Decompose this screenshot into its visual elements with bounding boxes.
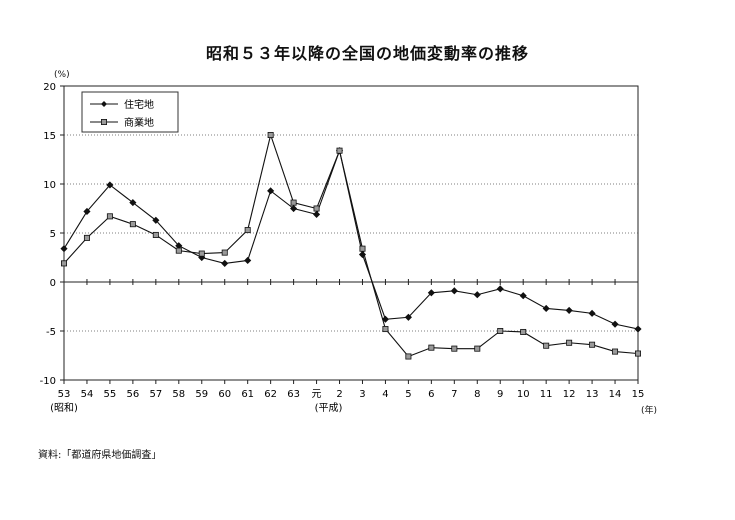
data-point-commercial [244,227,251,234]
data-point-commercial [612,348,619,355]
y-tick-label: 10 [43,180,56,191]
data-point-housing [611,320,619,328]
y-axis-unit: (%) [54,70,70,80]
x-tick-label: 62 [264,389,277,400]
data-point-commercial [405,353,412,360]
x-tick-label: 7 [451,389,457,400]
x-tick-label: 11 [540,389,553,400]
data-point-commercial [451,345,458,352]
data-point-commercial [382,326,389,333]
data-point-commercial [106,213,113,220]
data-point-housing [519,292,527,300]
data-point-commercial [497,327,504,334]
data-point-housing [244,256,252,265]
x-tick-label: 58 [172,389,185,400]
x-tick-label: 60 [218,389,231,400]
data-point-commercial [520,328,527,335]
data-point-commercial [566,339,573,346]
y-tick-label: 0 [50,278,56,289]
data-point-commercial [267,131,274,138]
data-point-commercial [635,350,642,357]
data-point-housing [496,285,504,293]
data-point-housing [129,199,137,207]
data-point-commercial [175,247,182,254]
data-point-commercial [61,260,68,267]
data-point-commercial [474,345,481,352]
data-point-housing [221,259,229,267]
y-tick-label: 15 [43,131,56,142]
data-point-housing [588,309,596,317]
y-tick-label: 5 [50,229,56,240]
legend-label: 住宅地 [124,98,154,111]
x-tick-label: 61 [241,389,254,400]
x-tick-label: 53 [58,389,71,400]
data-point-housing [427,289,435,297]
data-point-commercial [336,147,343,154]
x-tick-label: 元 [312,389,322,400]
x-tick-label: 2 [336,389,342,400]
x-tick-label: 57 [149,389,162,400]
data-point-commercial [313,205,320,212]
era-label-heisei: (平成) [315,402,343,414]
data-point-commercial [83,234,90,241]
x-tick-label: 13 [586,389,599,400]
data-point-commercial [152,231,159,238]
y-tick-label: -5 [46,327,56,338]
series-line-1 [63,148,639,330]
data-point-housing [106,181,114,189]
era-label-showa: (昭和) [50,402,78,414]
x-tick-label: 6 [428,389,434,400]
x-tick-label: 59 [195,389,208,400]
data-point-housing [60,245,68,253]
data-point-commercial [359,245,366,252]
legend-box [81,91,179,133]
data-point-housing [634,325,642,333]
x-tick-label: 63 [287,389,300,400]
data-point-commercial [290,199,297,206]
data-point-housing [404,313,412,321]
legend-label: 商業地 [124,116,154,129]
data-point-housing [83,207,91,216]
x-axis-unit: (年) [641,406,658,416]
x-tick-label: 8 [474,389,480,400]
x-tick-label: 56 [127,389,140,400]
x-tick-label: 55 [104,389,117,400]
y-tick-label: -10 [40,376,56,387]
data-point-commercial [589,341,596,348]
data-point-housing [450,287,458,295]
x-tick-label: 12 [563,389,576,400]
legend-marker-square [101,119,108,126]
data-point-commercial [221,249,228,256]
source-note: 資料:「都道府県地価調査」 [38,450,162,461]
y-tick-label: 20 [43,82,56,93]
data-point-housing [542,304,550,313]
x-tick-label: 14 [609,389,622,400]
data-point-housing [565,306,573,314]
x-tick-label: 5 [405,389,411,400]
x-tick-label: 15 [632,389,645,400]
data-point-housing [312,210,321,218]
x-tick-label: 9 [497,389,503,400]
x-tick-label: 4 [382,389,388,400]
data-point-housing [290,204,298,213]
data-point-housing [473,291,481,299]
data-point-housing [152,216,160,224]
x-tick-label: 3 [359,389,365,400]
series-line-2 [63,133,639,358]
data-point-commercial [543,342,550,349]
data-point-commercial [198,250,205,257]
data-point-commercial [129,221,136,228]
x-tick-label: 54 [81,389,94,400]
data-point-commercial [428,344,435,351]
x-tick-label: 10 [517,389,530,400]
data-point-housing [267,187,275,195]
chart-title: 昭和５３年以降の全国の地価変動率の推移 [205,44,529,63]
data-point-housing [381,315,390,323]
legend-marker-diamond [101,101,107,107]
